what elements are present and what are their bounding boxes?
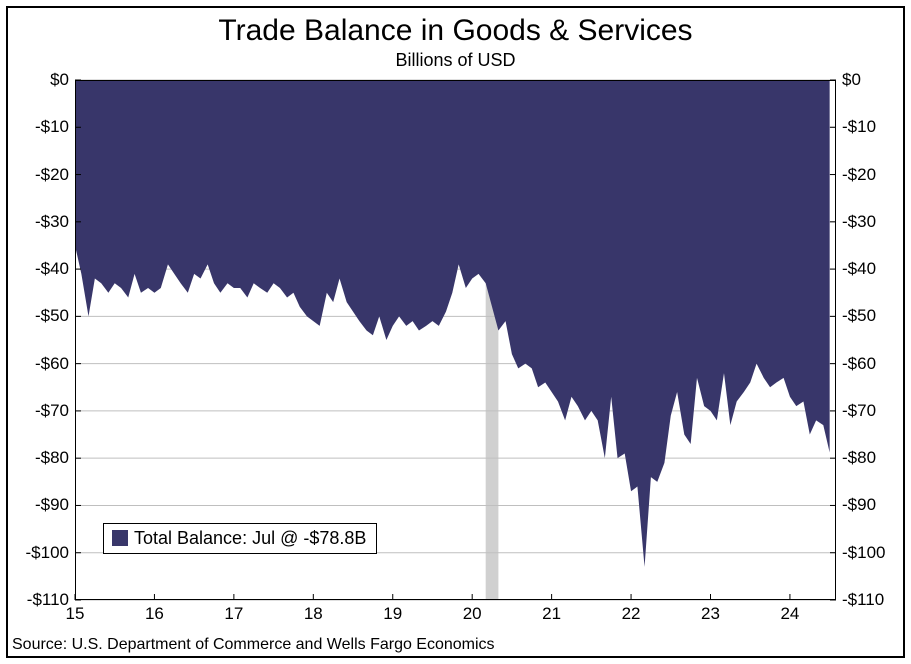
y-tick-right: -$70 [842,401,902,421]
x-tick: 19 [373,604,413,624]
x-tick: 18 [293,604,333,624]
y-tick-left: -$60 [9,354,69,374]
x-tick: 22 [611,604,651,624]
y-tick-right: -$110 [842,590,902,610]
x-tick: 23 [690,604,730,624]
y-tick-right: -$60 [842,354,902,374]
x-tick: 20 [452,604,492,624]
y-tick-left: -$80 [9,448,69,468]
y-tick-right: -$80 [842,448,902,468]
y-tick-left: -$90 [9,495,69,515]
y-tick-left: -$20 [9,165,69,185]
y-tick-right: -$50 [842,306,902,326]
y-tick-right: -$100 [842,543,902,563]
x-tick: 17 [214,604,254,624]
y-tick-left: -$100 [9,543,69,563]
y-tick-right: -$20 [842,165,902,185]
x-tick: 24 [770,604,810,624]
x-tick: 16 [134,604,174,624]
y-tick-left: -$10 [9,117,69,137]
source-text: Source: U.S. Department of Commerce and … [12,636,495,654]
x-tick: 21 [532,604,572,624]
legend: Total Balance: Jul @ -$78.8B [103,523,377,554]
chart-subtitle: Billions of USD [0,50,911,71]
y-tick-left: -$70 [9,401,69,421]
y-tick-left: $0 [9,70,69,90]
y-tick-left: -$50 [9,306,69,326]
y-tick-right: -$10 [842,117,902,137]
x-tick: 15 [55,604,95,624]
y-tick-right: $0 [842,70,902,90]
legend-label: Total Balance: Jul @ -$78.8B [134,528,366,549]
chart-title: Trade Balance in Goods & Services [0,14,911,48]
y-tick-left: -$40 [9,259,69,279]
legend-swatch [112,530,128,546]
y-tick-right: -$40 [842,259,902,279]
y-tick-left: -$30 [9,212,69,232]
y-tick-right: -$90 [842,495,902,515]
y-tick-right: -$30 [842,212,902,232]
